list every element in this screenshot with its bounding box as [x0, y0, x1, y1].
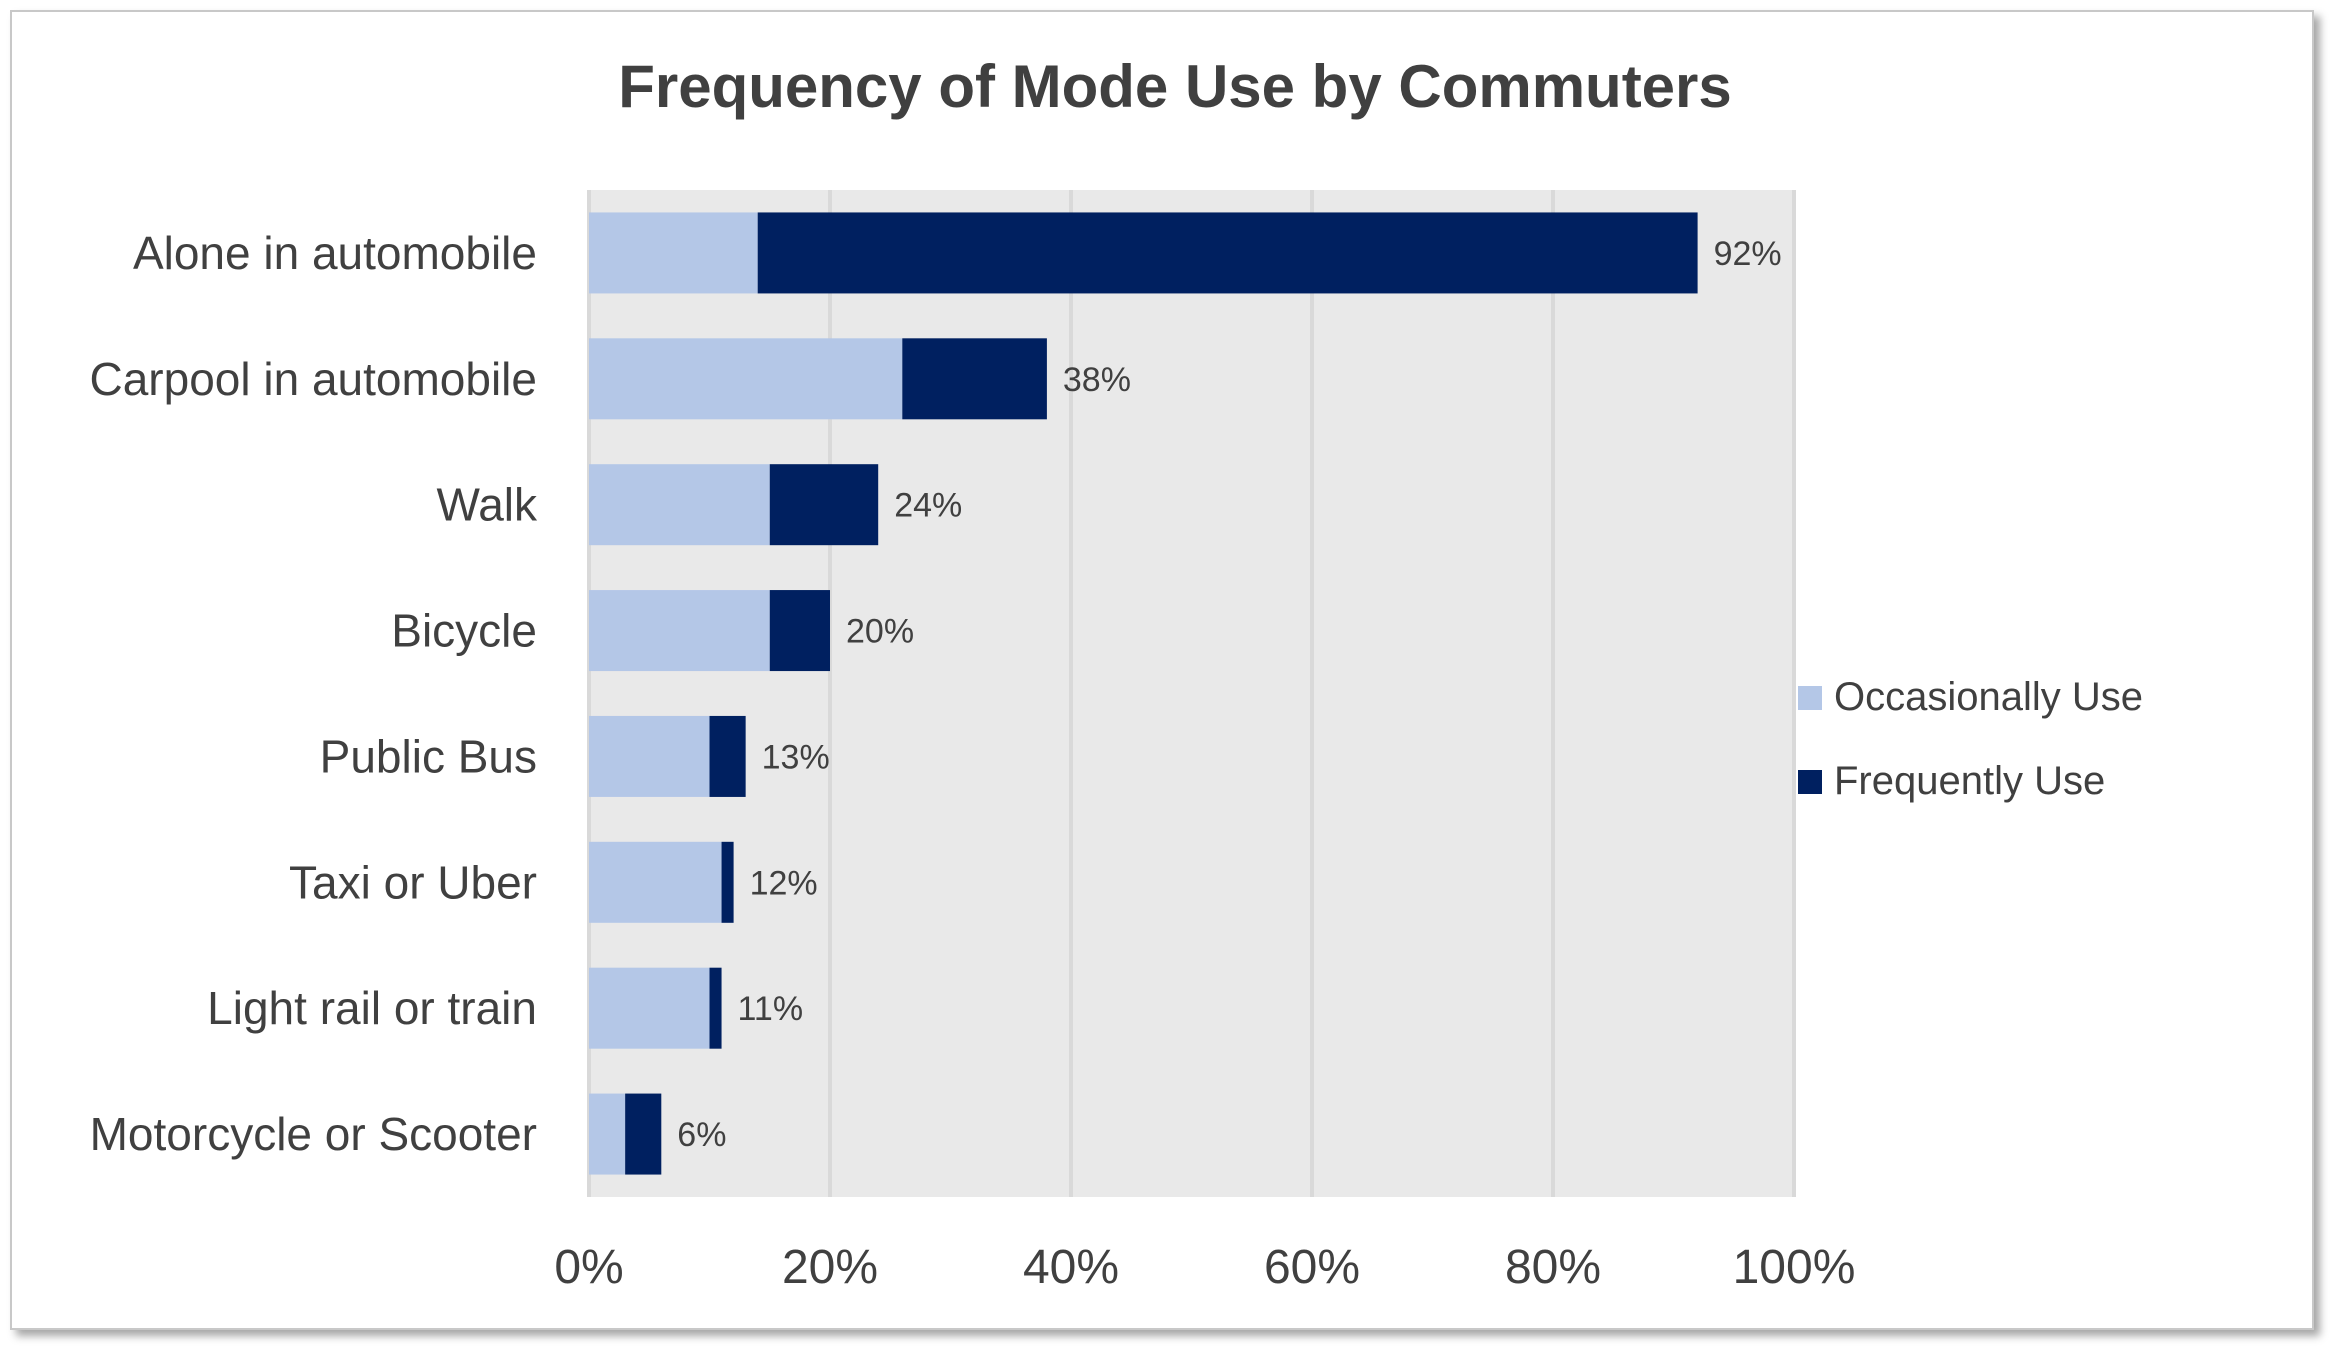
x-tick-label: 60% [1264, 1241, 1360, 1294]
bar-frequently [769, 590, 830, 672]
category-label: Taxi or Uber [289, 856, 537, 908]
bar-frequently [902, 338, 1047, 420]
category-label: Motorcycle or Scooter [90, 1108, 537, 1160]
x-tick-label: 100% [1733, 1241, 1856, 1294]
chart-title: Frequency of Mode Use by Commuters [618, 53, 1732, 120]
category-label: Alone in automobile [133, 227, 537, 279]
data-label: 92% [1714, 235, 1782, 273]
bar-occasionally [589, 715, 710, 797]
data-label: 38% [1063, 361, 1131, 399]
legend-swatch-frequently [1798, 769, 1822, 794]
data-label: 13% [762, 738, 830, 776]
category-label: Carpool in automobile [90, 353, 538, 405]
bar-frequently [709, 715, 746, 797]
data-label: 20% [846, 613, 914, 651]
bar-occasionally [589, 967, 710, 1049]
data-label: 12% [750, 864, 818, 902]
category-label: Walk [436, 479, 538, 531]
legend-item-frequently: Frequently Use [1798, 759, 2105, 804]
x-tick-label: 80% [1505, 1241, 1601, 1294]
legend-swatch-occasionally [1798, 685, 1822, 710]
bar-occasionally [589, 1093, 626, 1175]
category-label: Bicycle [391, 605, 537, 657]
legend-label-occasionally: Occasionally Use [1834, 675, 2144, 719]
bar-frequently [625, 1093, 662, 1175]
bar-occasionally [589, 464, 770, 546]
legend-label-frequently: Frequently Use [1834, 759, 2106, 803]
bar-occasionally [589, 841, 722, 923]
bar-occasionally [589, 212, 758, 294]
x-tick-label: 20% [782, 1241, 878, 1294]
bar-frequently [757, 212, 1698, 294]
bar-occasionally [589, 590, 770, 672]
x-tick-label: 40% [1023, 1241, 1119, 1294]
x-tick-label: 0% [554, 1241, 623, 1294]
category-label: Public Bus [320, 730, 537, 782]
bar-frequently [721, 841, 734, 923]
bar-frequently [769, 464, 879, 546]
category-label: Light rail or train [207, 982, 537, 1034]
data-label: 11% [738, 990, 804, 1028]
data-label: 6% [677, 1116, 726, 1154]
bar-occasionally [589, 338, 903, 420]
data-label: 24% [894, 487, 962, 525]
legend-item-occasionally: Occasionally Use [1798, 675, 2143, 720]
bar-frequently [709, 967, 722, 1049]
